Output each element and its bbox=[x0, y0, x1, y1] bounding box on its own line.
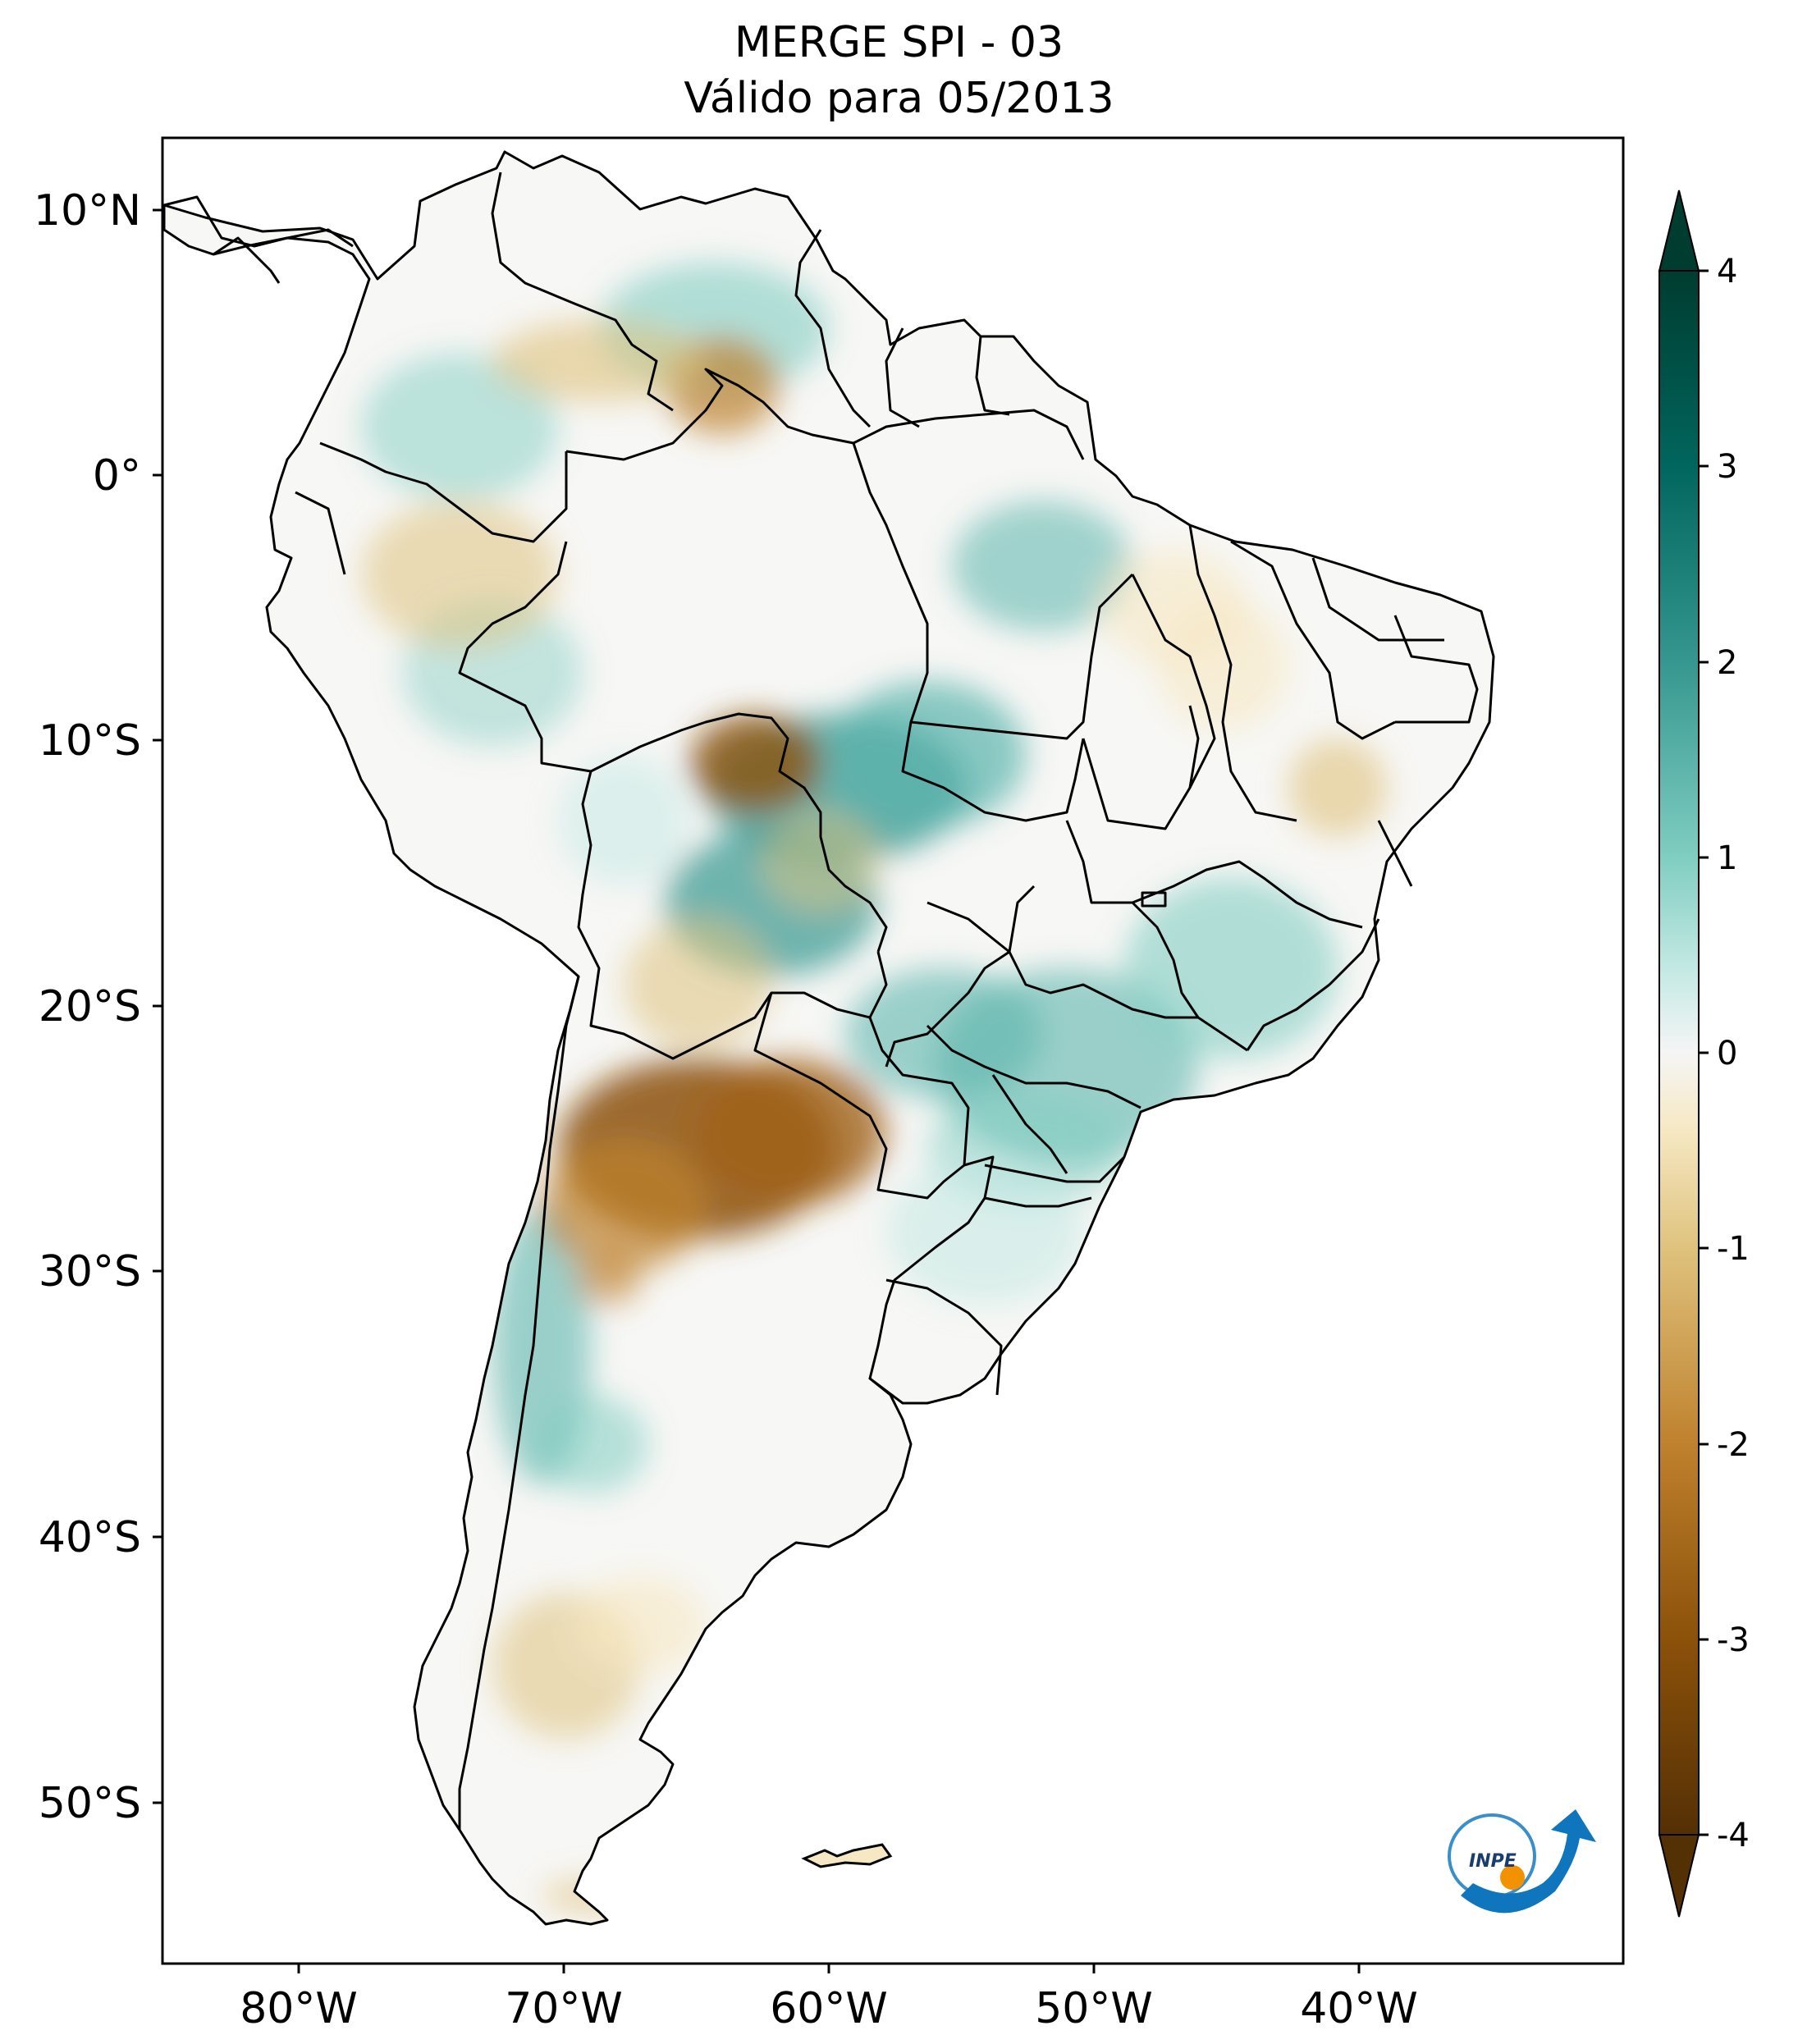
lon-label-60w: 60°W bbox=[770, 1984, 888, 2033]
axis-ticks bbox=[153, 208, 1361, 1973]
colorbar-tick-neg3: -3 bbox=[1717, 1621, 1750, 1659]
colorbar-tick-3: 3 bbox=[1717, 448, 1737, 486]
lat-label-0: 0° bbox=[93, 451, 141, 501]
lat-label-50s: 50°S bbox=[39, 1779, 141, 1828]
colorbar-tick-4: 4 bbox=[1717, 253, 1737, 290]
inpe-sun-icon bbox=[1500, 1865, 1525, 1890]
colorbar-tick-0: 0 bbox=[1717, 1035, 1737, 1072]
inpe-logo: INPE bbox=[1448, 1809, 1596, 1914]
colorbar-gradient bbox=[1658, 270, 1700, 1836]
inpe-arrow-icon bbox=[1461, 1809, 1596, 1914]
colorbar-tick-neg2: -2 bbox=[1717, 1426, 1750, 1464]
lat-label-40s: 40°S bbox=[39, 1513, 141, 1562]
lat-label-20s: 20°S bbox=[39, 982, 141, 1031]
inpe-logo-text: INPE bbox=[1469, 1851, 1517, 1872]
colorbar-tick-neg4: -4 bbox=[1717, 1817, 1750, 1854]
lon-label-80w: 80°W bbox=[240, 1984, 358, 2033]
colorbar-max-arrow bbox=[1658, 190, 1700, 272]
map-title-line1: MERGE SPI - 03 bbox=[734, 18, 1064, 67]
colorbar-tick-1: 1 bbox=[1717, 839, 1737, 877]
lat-label-10s: 10°S bbox=[39, 716, 141, 766]
colorbar: 4 3 2 1 0 -1 -2 -3 -4 bbox=[1658, 190, 1750, 1918]
lon-label-50w: 50°W bbox=[1035, 1984, 1153, 2033]
political-borders bbox=[162, 150, 1495, 1926]
lat-label-30s: 30°S bbox=[39, 1247, 141, 1296]
lon-label-70w: 70°W bbox=[505, 1984, 623, 2033]
lat-label-10n: 10°N bbox=[34, 186, 141, 235]
lon-label-40w: 40°W bbox=[1300, 1984, 1418, 2033]
colorbar-tick-neg1: -1 bbox=[1717, 1230, 1750, 1268]
colorbar-min-arrow bbox=[1658, 1834, 1700, 1918]
map-title-line2: Válido para 05/2013 bbox=[684, 74, 1114, 123]
colorbar-tick-2: 2 bbox=[1717, 644, 1737, 682]
falkland-islands bbox=[801, 1843, 893, 1868]
